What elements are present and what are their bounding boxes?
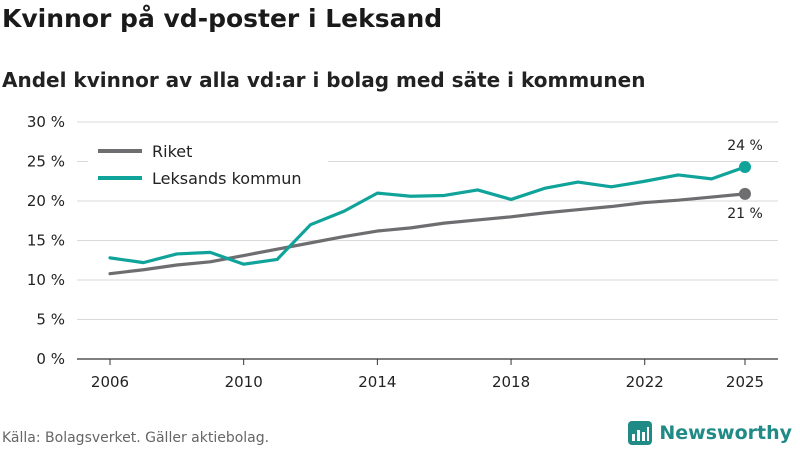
end-labels: 21 % 24 % — [727, 138, 763, 222]
end-point-marker — [739, 161, 751, 174]
source-note: Källa: Bolagsverket. Gäller aktiebolag. — [2, 430, 270, 446]
x-tick-label: 2025 — [726, 373, 764, 391]
legend-background — [88, 134, 328, 194]
y-tick-label: 5 % — [36, 311, 65, 329]
y-tick-label: 25 % — [27, 153, 65, 171]
legend-label: Riket — [152, 142, 192, 161]
y-tick-label: 30 % — [27, 113, 65, 131]
brand-logo: Newsworthy — [627, 420, 792, 446]
legend: Riket Leksands kommun — [88, 134, 328, 194]
series-lines — [108, 161, 751, 276]
axes: 0 % 5 % 10 % 15 % 20 % 25 % 30 % 2006 2010 2014 20… — [27, 113, 764, 391]
brand-name: Newsworthy — [659, 422, 792, 444]
series-line-leksand — [108, 165, 747, 266]
series-line-riket — [108, 192, 747, 276]
chart-title: Kvinnor på vd-poster i Leksand — [2, 4, 443, 33]
x-tick-label: 2010 — [225, 373, 263, 391]
legend-label: Leksands kommun — [152, 169, 302, 188]
end-value-label: 21 % — [727, 206, 763, 222]
x-tick-label: 2014 — [358, 373, 396, 391]
chart-subtitle: Andel kvinnor av alla vd:ar i bolag med … — [2, 68, 646, 92]
end-point-marker — [739, 187, 751, 200]
y-tick-label: 0 % — [36, 350, 65, 368]
x-tick-label: 2022 — [626, 373, 664, 391]
y-tick-label: 15 % — [27, 232, 65, 250]
x-tick-label: 2018 — [492, 373, 530, 391]
x-tick-label: 2006 — [91, 373, 129, 391]
newsworthy-logo-icon — [628, 421, 653, 445]
y-tick-label: 20 % — [27, 192, 65, 210]
y-tick-label: 10 % — [27, 271, 65, 289]
end-value-label: 24 % — [727, 138, 763, 154]
